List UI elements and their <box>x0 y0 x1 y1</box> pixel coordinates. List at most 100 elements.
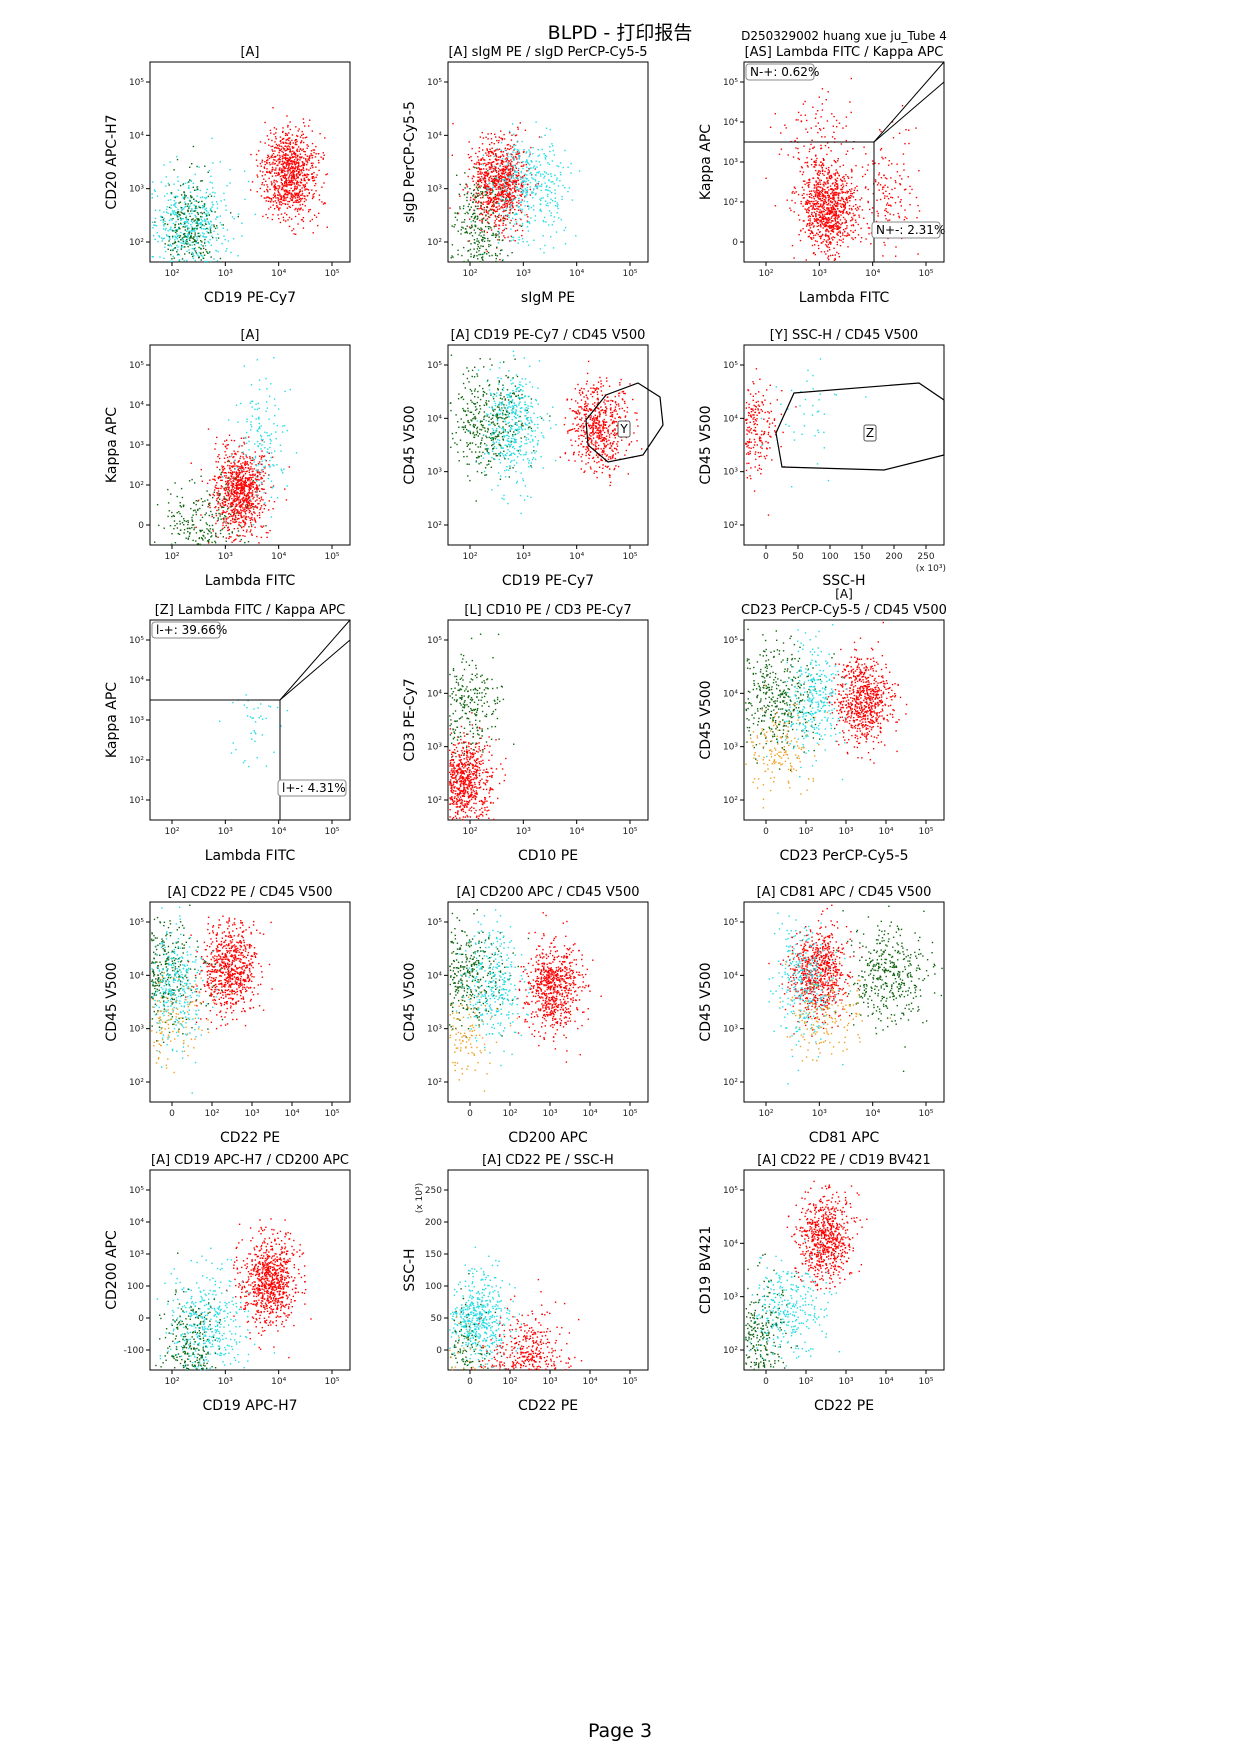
event-dot <box>515 145 516 146</box>
event-dot <box>835 219 836 220</box>
event-dot <box>839 166 840 167</box>
event-dot <box>261 195 262 196</box>
event-dot <box>183 239 184 240</box>
event-dot <box>832 211 833 212</box>
event-dot <box>257 176 258 177</box>
event-dot <box>452 123 453 124</box>
event-dot <box>243 526 244 527</box>
event-dot <box>836 227 837 228</box>
event-dot <box>476 252 477 253</box>
event-dot <box>228 529 229 530</box>
event-dot <box>797 119 798 120</box>
event-dot <box>470 200 471 201</box>
event-dot <box>522 186 523 187</box>
event-dot <box>167 206 168 207</box>
event-dot <box>279 146 280 147</box>
event-dot <box>478 159 479 160</box>
event-dot <box>492 205 493 206</box>
event-dot <box>863 218 864 219</box>
event-dot <box>812 208 813 209</box>
event-dot <box>223 193 224 194</box>
event-dot <box>488 226 489 227</box>
event-dot <box>811 212 812 213</box>
event-dot <box>299 159 300 160</box>
event-dot <box>281 149 282 150</box>
event-dot <box>281 178 282 179</box>
event-dot <box>883 242 884 243</box>
event-dot <box>479 186 480 187</box>
event-dot <box>295 142 296 143</box>
event-dot <box>872 160 873 161</box>
event-dot <box>249 508 250 509</box>
event-dot <box>793 257 794 258</box>
event-dot <box>191 197 192 198</box>
event-dot <box>180 219 181 220</box>
event-dot <box>485 180 486 181</box>
event-dot <box>809 196 810 197</box>
event-dot <box>815 162 816 163</box>
event-dot <box>510 173 511 174</box>
event-dot <box>548 174 549 175</box>
event-dot <box>509 206 510 207</box>
event-dot <box>205 198 206 199</box>
event-dot <box>325 174 326 175</box>
event-dot <box>498 174 499 175</box>
event-dot <box>805 129 806 130</box>
event-dot <box>225 250 226 251</box>
event-dot <box>227 229 228 230</box>
event-dot <box>803 189 804 190</box>
event-dot <box>844 205 845 206</box>
event-dot <box>302 198 303 199</box>
event-dot <box>511 181 512 182</box>
event-dot <box>856 210 857 211</box>
event-dot <box>300 191 301 192</box>
event-dot <box>834 260 835 261</box>
plot-frame <box>150 345 350 545</box>
event-dot <box>284 190 285 191</box>
event-dot <box>299 189 300 190</box>
event-dot <box>178 190 179 191</box>
event-dot <box>865 153 866 154</box>
event-dot <box>795 202 796 203</box>
event-dot <box>177 246 178 247</box>
event-dot <box>289 137 290 138</box>
event-dot <box>469 157 470 158</box>
event-dot <box>285 135 286 136</box>
event-dot <box>165 251 166 252</box>
event-dot <box>256 154 257 155</box>
event-dot <box>812 222 813 223</box>
event-dot <box>540 175 541 176</box>
event-dot <box>498 191 499 192</box>
event-dot <box>210 176 211 177</box>
event-dot <box>188 232 189 233</box>
event-dot <box>827 195 828 196</box>
event-dot <box>513 160 514 161</box>
event-dot <box>827 257 828 258</box>
event-dot <box>474 229 475 230</box>
event-dot <box>844 235 845 236</box>
event-dot <box>770 127 771 128</box>
event-dot <box>549 164 550 165</box>
event-dot <box>517 127 518 128</box>
event-dot <box>865 238 866 239</box>
event-dot <box>515 174 516 175</box>
event-dot <box>840 179 841 180</box>
event-dot <box>829 176 830 177</box>
event-dot <box>555 205 556 206</box>
event-dot <box>214 211 215 212</box>
event-dot <box>266 532 267 533</box>
event-dot <box>480 261 481 262</box>
event-dot <box>808 207 809 208</box>
event-dot <box>488 183 489 184</box>
event-dot <box>234 218 235 219</box>
event-dot <box>523 190 524 191</box>
event-dot <box>846 220 847 221</box>
event-dot <box>182 209 183 210</box>
event-dot <box>268 139 269 140</box>
event-dot <box>509 192 510 193</box>
event-dot <box>832 198 833 199</box>
event-dot <box>296 175 297 176</box>
event-dot <box>916 197 917 198</box>
event-dot <box>499 194 500 195</box>
event-dot <box>192 229 193 230</box>
